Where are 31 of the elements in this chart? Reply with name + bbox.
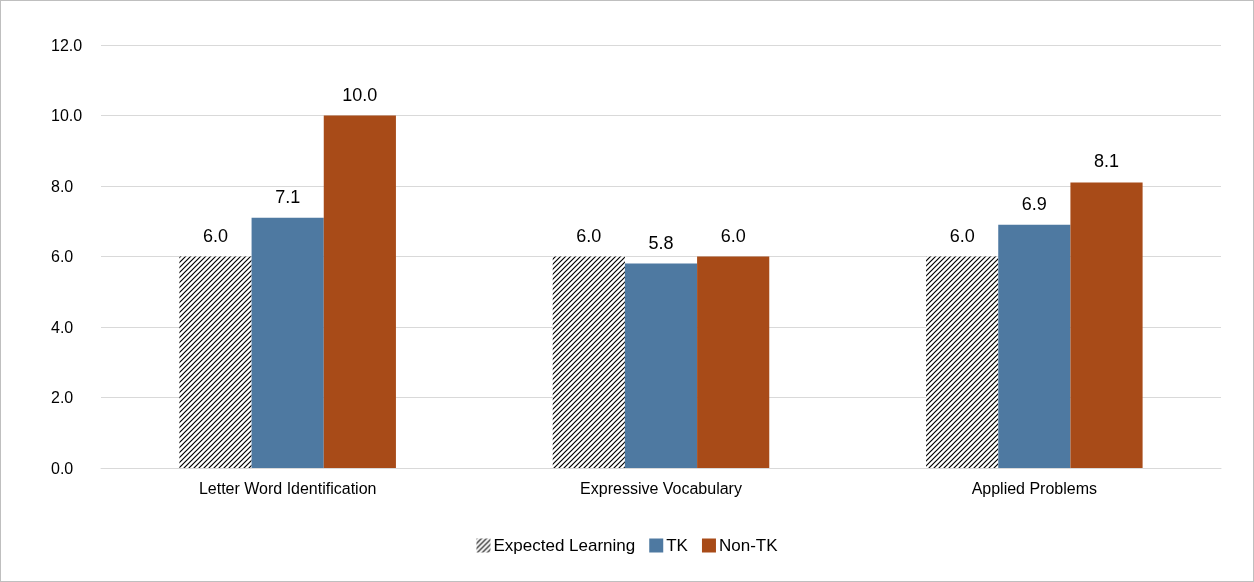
data-label: 5.8 <box>648 232 674 253</box>
bar <box>926 256 999 468</box>
data-label: 6.9 <box>1021 193 1047 214</box>
y-tick-label: 6.0 <box>51 248 74 265</box>
data-label: 10.0 <box>342 84 378 105</box>
bar <box>1070 182 1143 468</box>
y-tick-label: 4.0 <box>51 318 74 336</box>
x-tick-label: Expressive Vocabulary <box>580 479 742 497</box>
y-tick-label: 8.0 <box>51 177 74 195</box>
legend-label: Non-TK <box>718 536 779 555</box>
data-label: 8.1 <box>1094 151 1120 172</box>
bar <box>323 115 396 468</box>
data-label: 6.0 <box>576 225 602 246</box>
bar <box>697 256 770 468</box>
data-label: 7.1 <box>275 186 301 207</box>
y-tick-label: 2.0 <box>51 389 74 406</box>
data-label: 6.0 <box>949 225 975 246</box>
data-label: 6.0 <box>202 225 228 246</box>
data-label: 6.0 <box>720 225 746 246</box>
bar <box>179 256 252 468</box>
y-tick-label: 12.0 <box>51 36 83 54</box>
y-tick-label: 0.0 <box>51 459 74 477</box>
bar <box>552 256 625 468</box>
bar <box>998 224 1071 468</box>
legend-label: Expected Learning <box>493 536 636 555</box>
bar <box>624 263 698 468</box>
bar <box>251 217 324 468</box>
x-tick-label: Applied Problems <box>971 479 1098 497</box>
y-tick-label: 10.0 <box>51 107 83 124</box>
legend-label: TK <box>666 536 689 555</box>
x-tick-label: Letter Word Identification <box>198 479 377 497</box>
